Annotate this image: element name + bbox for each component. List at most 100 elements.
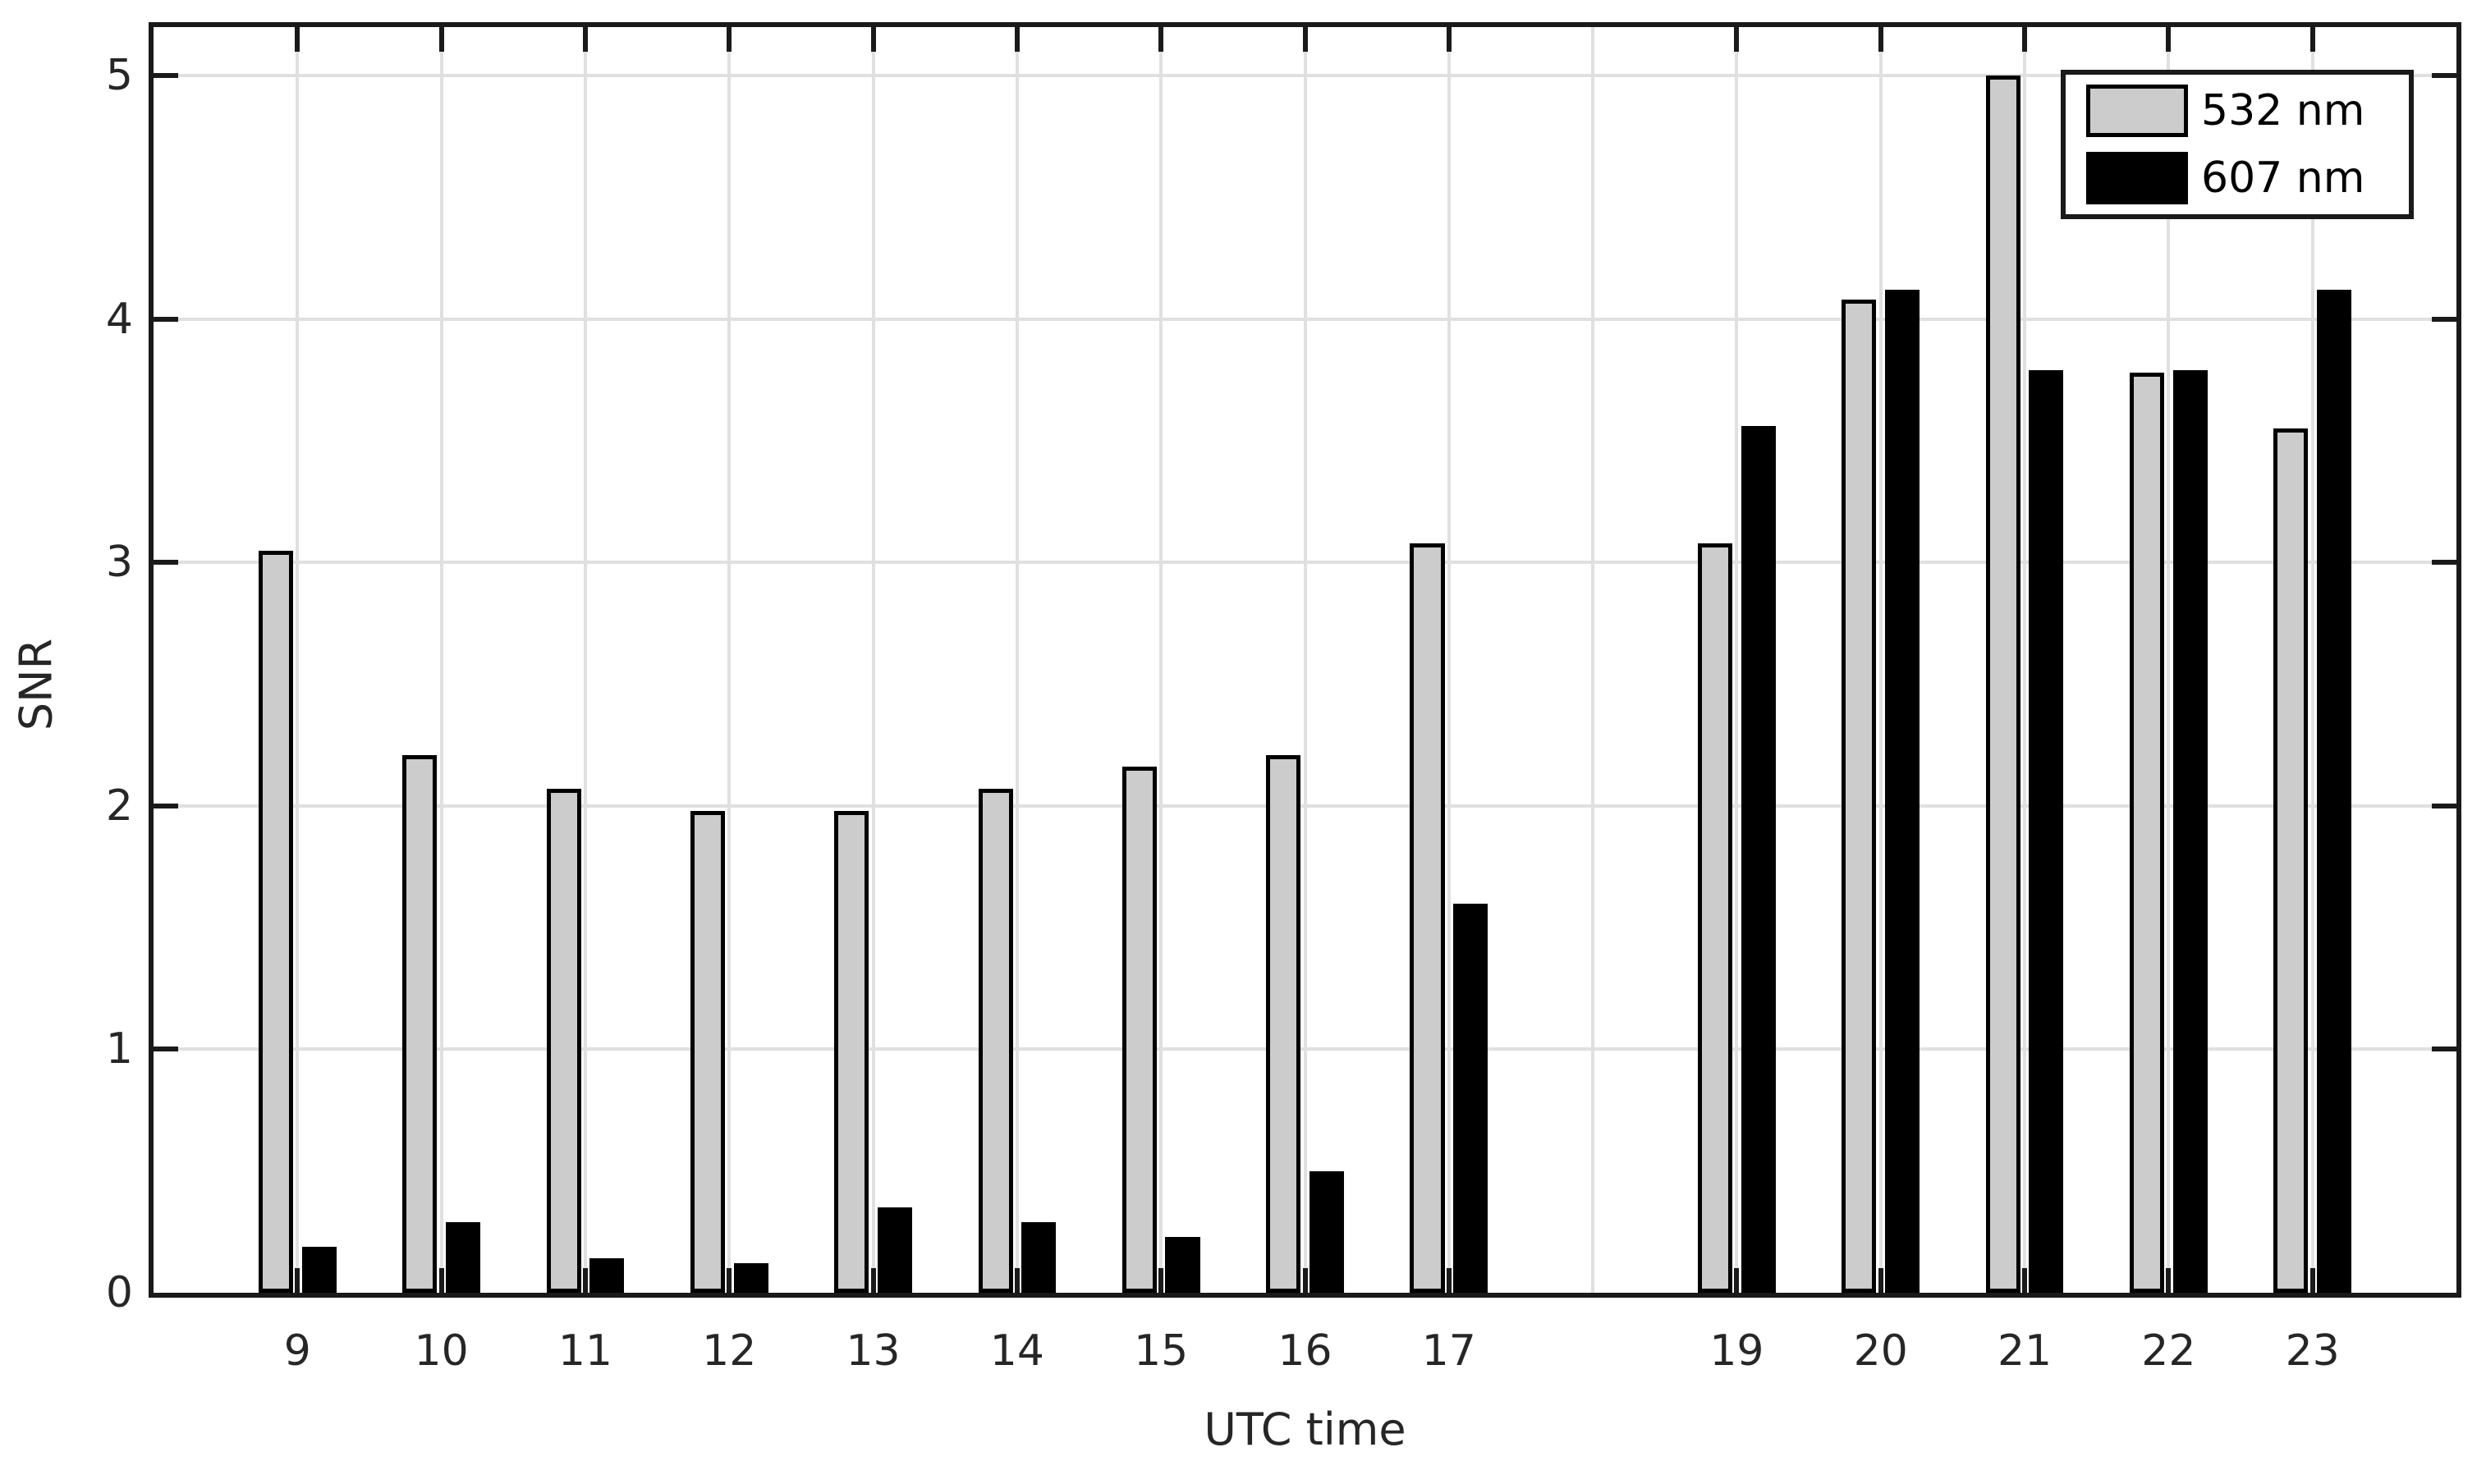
x-tick-top <box>1878 27 1883 52</box>
x-tick-top <box>1302 27 1308 52</box>
x-tick-top <box>2309 27 2315 52</box>
x-tick-top <box>727 27 732 52</box>
x-gridline <box>2023 27 2027 1293</box>
x-gridline <box>1735 27 1739 1293</box>
legend: 532 nm 607 nm <box>2061 70 2414 219</box>
x-gridline <box>1303 27 1307 1293</box>
x-tick-label: 13 <box>846 1326 901 1376</box>
y-tick-label: 5 <box>105 51 133 101</box>
bar-532nm-15 <box>1121 767 1157 1293</box>
bar-532nm-13 <box>834 810 869 1293</box>
bar-532nm-10 <box>402 754 438 1293</box>
x-tick-label: 23 <box>2285 1326 2340 1376</box>
x-tick-label: 10 <box>414 1326 469 1376</box>
x-gridline <box>439 27 443 1293</box>
x-tick-bottom <box>2166 1268 2172 1293</box>
x-tick-bottom <box>295 1268 300 1293</box>
x-tick-top <box>1734 27 1740 52</box>
y-tick-right <box>2432 1047 2456 1052</box>
x-tick-bottom <box>1302 1268 1308 1293</box>
bar-532nm-14 <box>978 789 1013 1293</box>
x-tick-bottom <box>1734 1268 1740 1293</box>
bar-532nm-17 <box>1410 543 1445 1293</box>
legend-entry-607nm: 607 nm <box>2086 152 2409 204</box>
x-tick-top <box>2022 27 2028 52</box>
x-tick-top <box>295 27 300 52</box>
y-tick-left <box>154 803 178 808</box>
bar-532nm-11 <box>546 789 581 1293</box>
x-tick-bottom <box>870 1268 876 1293</box>
x-gridline <box>296 27 300 1293</box>
x-axis-label: UTC time <box>1204 1404 1406 1455</box>
bar-532nm-20 <box>1842 300 1877 1293</box>
bar-607nm-12 <box>733 1263 768 1293</box>
bar-607nm-23 <box>2316 290 2351 1293</box>
y-tick-label: 1 <box>105 1024 133 1074</box>
x-tick-bottom <box>1014 1268 1020 1293</box>
bar-607nm-15 <box>1165 1236 1200 1293</box>
x-tick-top <box>1446 27 1452 52</box>
x-gridline <box>871 27 875 1293</box>
x-gridline <box>1878 27 1883 1293</box>
x-tick-top <box>870 27 876 52</box>
bar-607nm-16 <box>1309 1170 1344 1293</box>
x-tick-bottom <box>727 1268 732 1293</box>
y-tick-left <box>154 73 178 79</box>
bar-607nm-14 <box>1021 1222 1057 1293</box>
y-tick-label: 0 <box>105 1268 133 1317</box>
legend-label-607nm: 607 nm <box>2201 153 2365 203</box>
y-tick-label: 4 <box>105 294 133 344</box>
x-tick-bottom <box>2309 1268 2315 1293</box>
bar-607nm-9 <box>301 1246 337 1293</box>
bar-532nm-21 <box>1985 76 2020 1293</box>
bar-607nm-20 <box>1885 290 1920 1293</box>
x-tick-top <box>1014 27 1020 52</box>
x-gridline <box>583 27 587 1293</box>
bar-607nm-19 <box>1741 426 1776 1293</box>
x-tick-label: 22 <box>2141 1326 2196 1376</box>
x-gridline <box>727 27 732 1293</box>
legend-swatch-532nm <box>2086 85 2188 137</box>
x-tick-bottom <box>1158 1268 1164 1293</box>
legend-swatch-607nm <box>2086 152 2188 204</box>
y-tick-left <box>154 1047 178 1052</box>
x-tick-label: 16 <box>1277 1326 1332 1376</box>
x-tick-label: 9 <box>283 1326 311 1376</box>
bar-607nm-10 <box>445 1222 480 1293</box>
bar-607nm-22 <box>2172 370 2208 1293</box>
x-tick-top <box>2166 27 2172 52</box>
x-tick-bottom <box>2022 1268 2028 1293</box>
legend-entry-532nm: 532 nm <box>2086 85 2409 137</box>
x-gridline <box>2310 27 2314 1293</box>
x-gridline <box>1591 27 1595 1293</box>
bar-532nm-22 <box>2130 373 2165 1293</box>
y-tick-left <box>154 560 178 566</box>
x-tick-top <box>582 27 588 52</box>
y-tick-label: 2 <box>105 781 133 831</box>
bar-607nm-11 <box>589 1258 625 1293</box>
x-tick-top <box>1158 27 1164 52</box>
x-tick-label: 20 <box>1853 1326 1908 1376</box>
y-axis-label: SNR <box>10 638 62 731</box>
bar-532nm-19 <box>1698 543 1733 1293</box>
y-tick-right <box>2432 803 2456 808</box>
bar-532nm-12 <box>690 810 725 1293</box>
y-tick-right <box>2432 316 2456 322</box>
x-gridline <box>2167 27 2171 1293</box>
bar-532nm-9 <box>258 550 294 1293</box>
x-tick-top <box>438 27 444 52</box>
x-tick-bottom <box>1446 1268 1452 1293</box>
bar-607nm-21 <box>2029 370 2064 1293</box>
x-tick-label: 19 <box>1709 1326 1764 1376</box>
legend-label-532nm: 532 nm <box>2201 86 2365 135</box>
x-tick-label: 17 <box>1421 1326 1476 1376</box>
x-gridline <box>1015 27 1019 1293</box>
bar-532nm-16 <box>1266 754 1301 1293</box>
y-tick-right <box>2432 560 2456 566</box>
x-tick-bottom <box>438 1268 444 1293</box>
y-tick-left <box>154 316 178 322</box>
y-tick-label: 3 <box>105 538 133 588</box>
x-tick-bottom <box>1878 1268 1883 1293</box>
x-tick-bottom <box>582 1268 588 1293</box>
